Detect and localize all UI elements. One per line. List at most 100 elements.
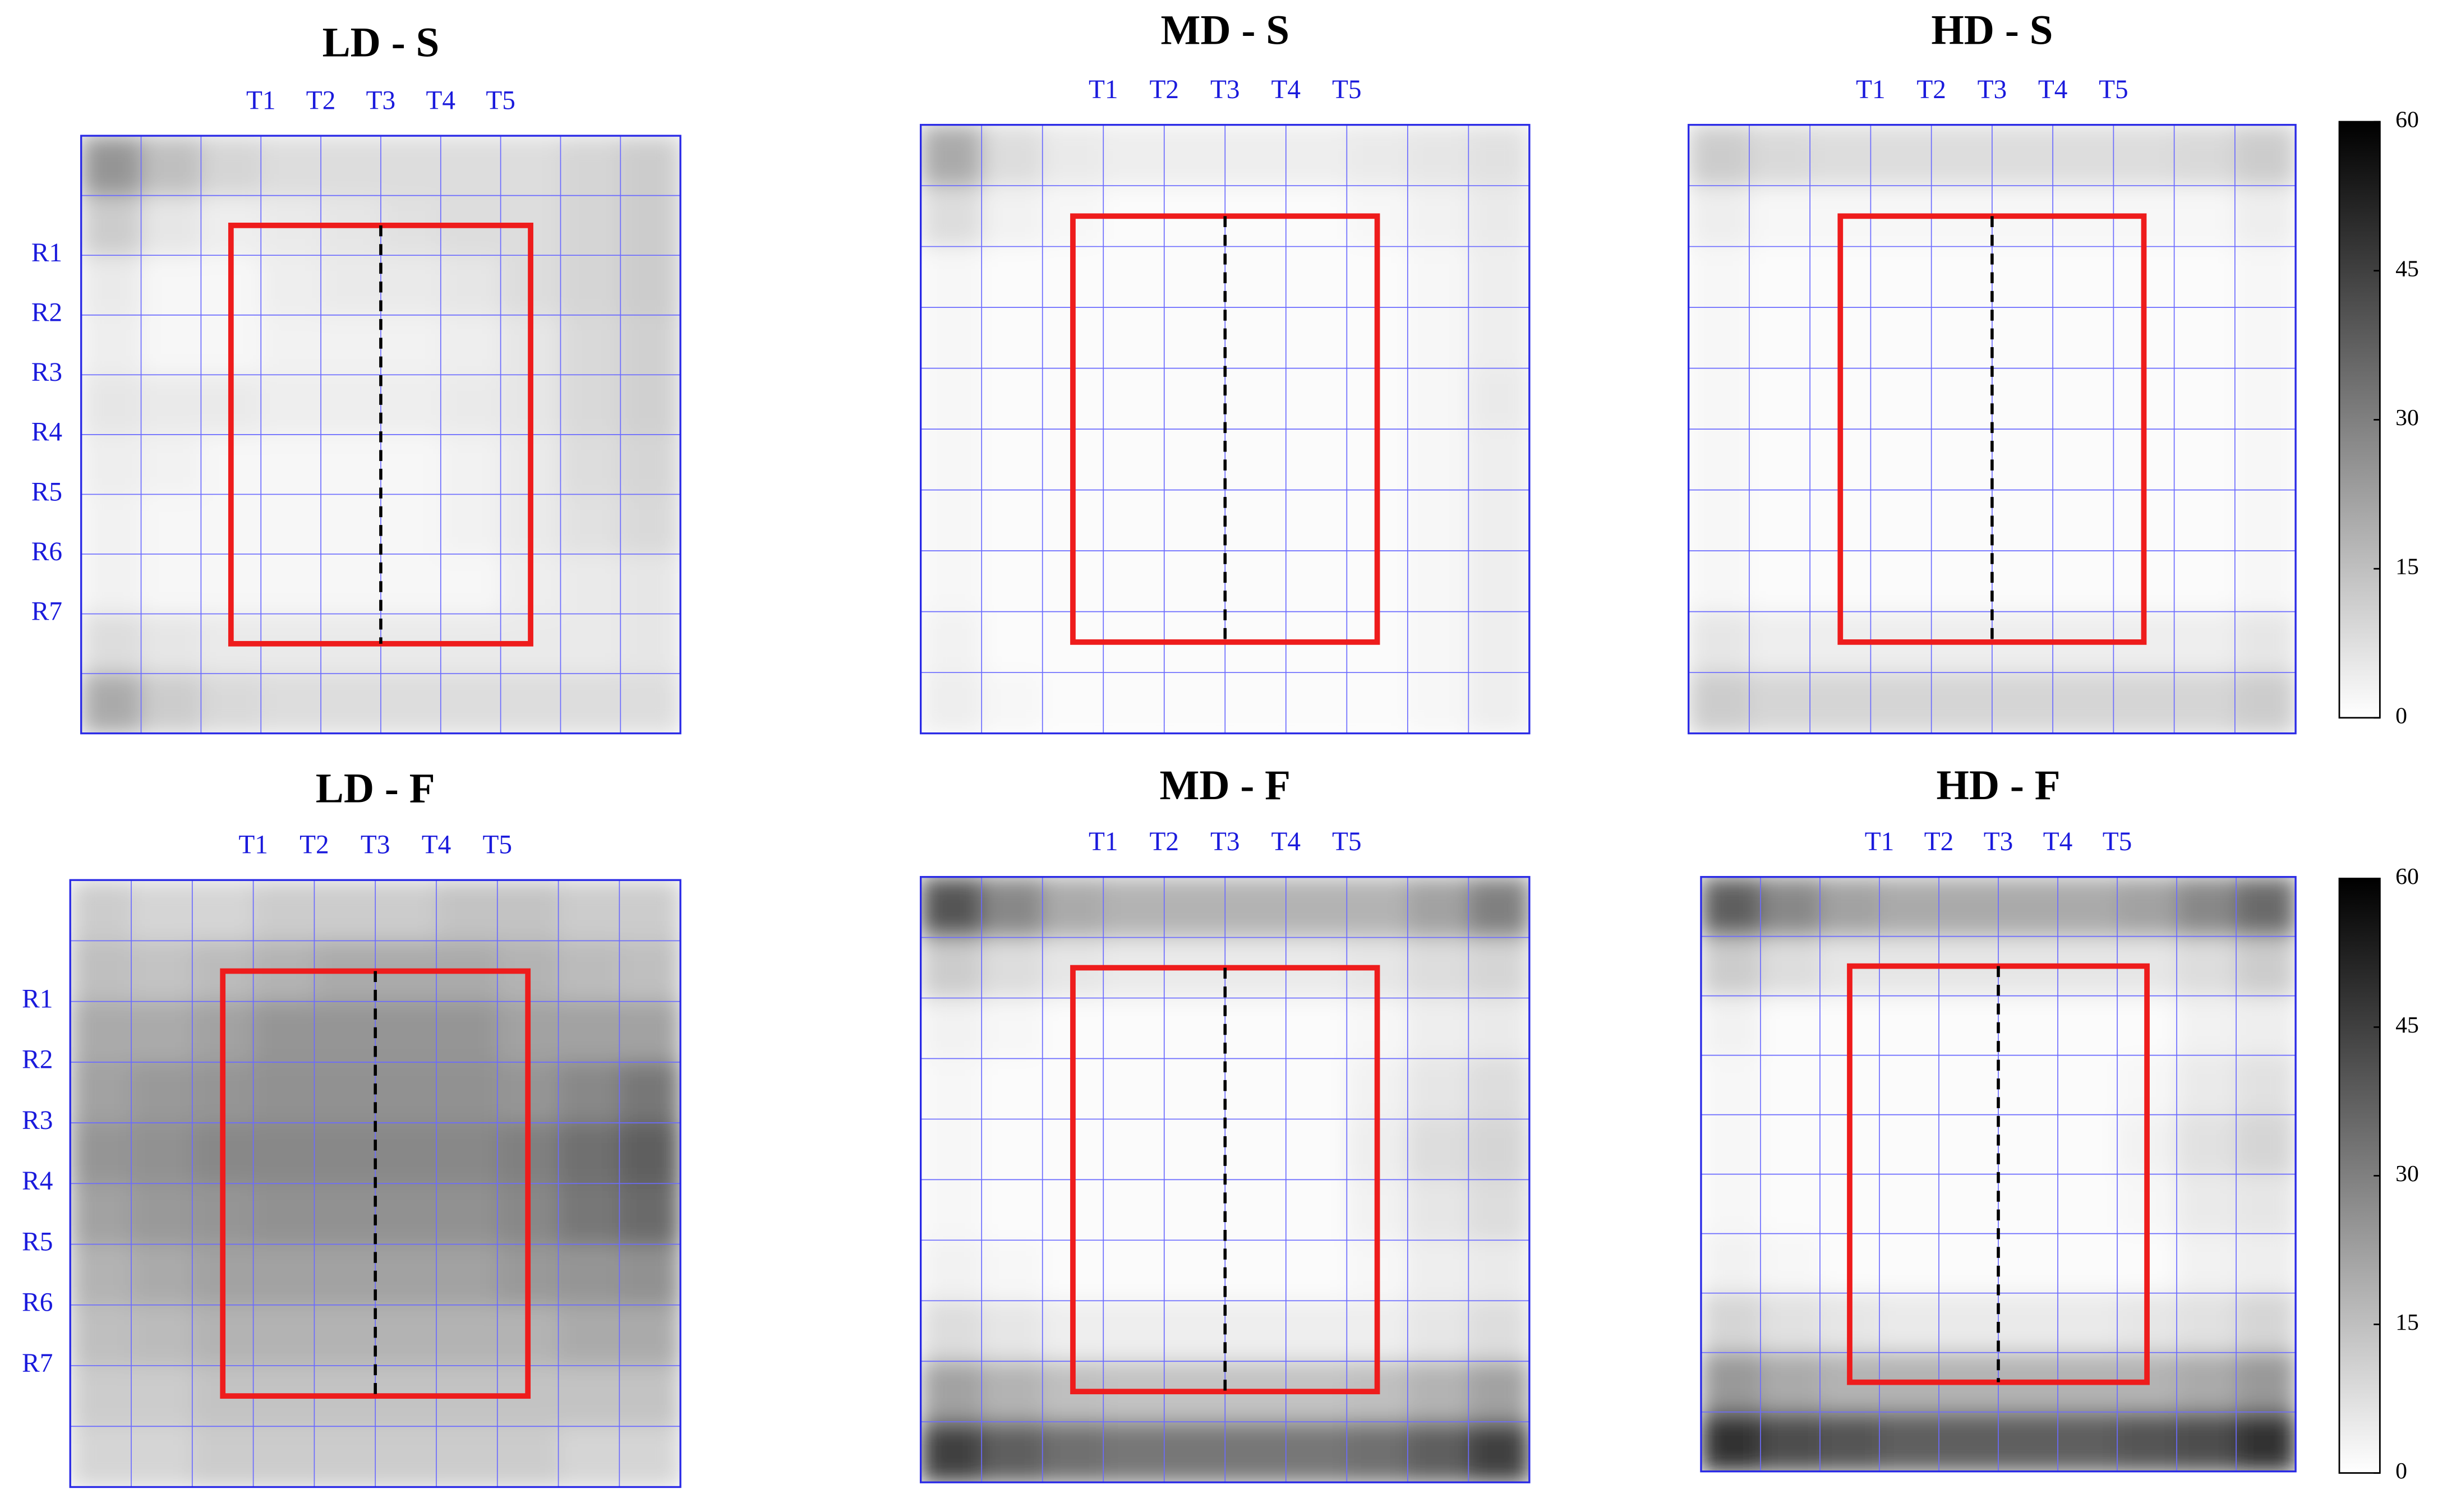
cell bbox=[314, 1244, 376, 1306]
cell bbox=[1468, 307, 1529, 370]
cell bbox=[1164, 125, 1226, 187]
cell bbox=[558, 1426, 621, 1487]
cell bbox=[619, 880, 681, 942]
cell bbox=[1998, 1055, 2059, 1116]
cell bbox=[1870, 429, 1933, 491]
cell bbox=[1810, 672, 1872, 734]
column-label: T5 bbox=[486, 86, 515, 115]
column-label: T4 bbox=[426, 86, 456, 115]
cell bbox=[981, 429, 1044, 491]
cell bbox=[1103, 125, 1165, 187]
cell bbox=[1225, 1422, 1287, 1483]
cell bbox=[620, 315, 681, 376]
cell bbox=[620, 375, 681, 436]
cell bbox=[1688, 186, 1750, 248]
cell bbox=[920, 551, 983, 613]
cell bbox=[2058, 1055, 2118, 1116]
cell bbox=[1407, 1301, 1470, 1362]
cell bbox=[375, 1062, 437, 1124]
cell bbox=[1225, 490, 1287, 552]
cell bbox=[560, 375, 622, 436]
column-label: T4 bbox=[422, 831, 451, 860]
column-label: T2 bbox=[1924, 827, 1954, 856]
cell bbox=[141, 375, 202, 436]
cell bbox=[1870, 246, 1933, 308]
panel-title: LD - S bbox=[322, 20, 440, 66]
cell bbox=[981, 186, 1044, 248]
cell bbox=[1468, 877, 1529, 939]
cell bbox=[560, 315, 622, 376]
cell bbox=[558, 1183, 621, 1246]
cell bbox=[81, 674, 142, 734]
cell bbox=[620, 434, 681, 496]
cell bbox=[253, 1244, 316, 1306]
cell bbox=[2236, 1412, 2296, 1472]
cell bbox=[1164, 429, 1226, 491]
cell bbox=[1998, 1174, 2059, 1235]
cell bbox=[1939, 995, 1999, 1057]
cell bbox=[141, 674, 202, 734]
cell bbox=[1347, 125, 1409, 187]
cell bbox=[2174, 125, 2236, 187]
cell bbox=[2177, 1114, 2237, 1176]
cell bbox=[497, 880, 560, 942]
cell bbox=[380, 494, 442, 555]
cell bbox=[920, 1361, 983, 1423]
cell bbox=[1749, 125, 1811, 187]
cell bbox=[2058, 1412, 2118, 1472]
cell bbox=[920, 998, 983, 1060]
cell bbox=[1407, 125, 1470, 187]
cell bbox=[380, 554, 442, 615]
cell bbox=[1749, 429, 1811, 491]
cell bbox=[1992, 125, 2054, 187]
cell bbox=[1688, 490, 1750, 552]
cell bbox=[558, 1123, 621, 1185]
cell bbox=[619, 1183, 681, 1246]
cell bbox=[2234, 307, 2296, 370]
cell bbox=[920, 611, 983, 674]
heatmap-cells bbox=[1701, 877, 2296, 1472]
cell bbox=[314, 1183, 376, 1246]
cell bbox=[1760, 1352, 1821, 1413]
cell bbox=[981, 125, 1044, 187]
cell bbox=[1468, 429, 1529, 491]
cell bbox=[2236, 877, 2296, 938]
cell bbox=[497, 1426, 560, 1487]
cell bbox=[1225, 125, 1287, 187]
cell bbox=[1879, 1174, 1940, 1235]
cell bbox=[70, 1001, 132, 1063]
cell bbox=[1760, 995, 1821, 1057]
cell bbox=[1103, 551, 1165, 613]
cell bbox=[141, 554, 202, 615]
cell bbox=[141, 136, 202, 197]
cell bbox=[131, 1001, 193, 1063]
cell bbox=[1407, 551, 1470, 613]
cell bbox=[1285, 246, 1348, 308]
heatmap bbox=[1701, 877, 2296, 1472]
cell bbox=[131, 880, 193, 942]
cell bbox=[1468, 672, 1529, 734]
colorbar-label: 0 bbox=[2395, 1458, 2407, 1484]
cell bbox=[1749, 672, 1811, 734]
cell bbox=[253, 1062, 316, 1124]
cell bbox=[440, 434, 502, 496]
cell bbox=[2053, 490, 2115, 552]
cell bbox=[1468, 1240, 1529, 1302]
cell bbox=[2058, 1233, 2118, 1294]
cell bbox=[2174, 672, 2236, 734]
cell bbox=[253, 1426, 316, 1487]
cell bbox=[1819, 877, 1881, 938]
cell bbox=[2236, 1174, 2296, 1235]
column-label: T4 bbox=[1271, 75, 1301, 104]
cell bbox=[314, 1426, 376, 1487]
cell bbox=[314, 1123, 376, 1185]
row-label: R5 bbox=[22, 1227, 53, 1256]
cell bbox=[440, 494, 502, 555]
cell bbox=[261, 255, 322, 316]
cell bbox=[619, 1123, 681, 1185]
cell bbox=[440, 315, 502, 376]
cell bbox=[560, 434, 622, 496]
cell bbox=[2177, 936, 2237, 997]
cell bbox=[1042, 877, 1104, 939]
cell bbox=[1225, 1119, 1287, 1181]
